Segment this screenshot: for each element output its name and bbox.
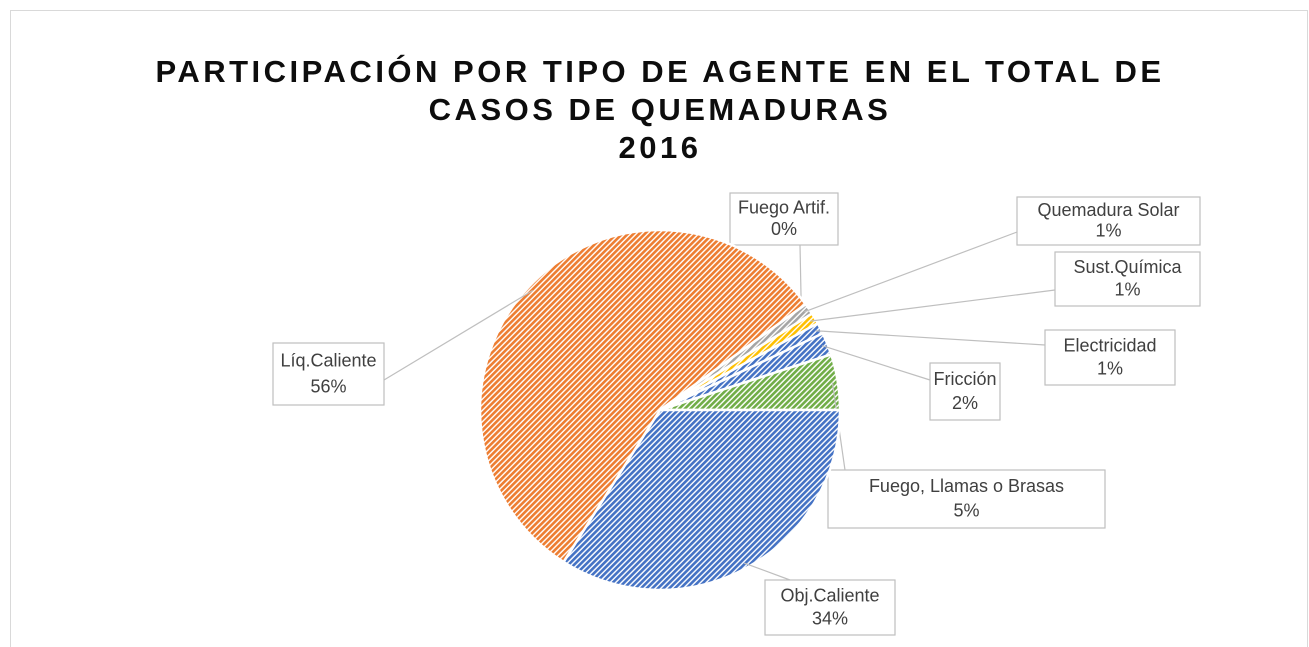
chart-title: CASOS DE QUEMADURAS [429, 92, 892, 127]
value-label: 34% [812, 608, 848, 628]
label-box [764, 579, 896, 636]
label-box [1016, 196, 1201, 246]
value-label: 1% [1097, 358, 1123, 378]
label-box [729, 192, 839, 246]
category-label: Líq.Caliente [280, 350, 376, 370]
leader-line [810, 289, 1056, 322]
category-label: Electricidad [1063, 335, 1156, 355]
category-label: Obj.Caliente [780, 585, 879, 605]
category-label: Quemadura Solar [1037, 200, 1179, 220]
pie-slice [478, 228, 808, 564]
value-label: 1% [1095, 220, 1121, 240]
label-box [827, 469, 1106, 529]
category-label: Fuego, Llamas o Brasas [869, 476, 1064, 496]
label-box [1044, 329, 1176, 386]
label-box [1054, 251, 1201, 307]
value-label: 56% [310, 376, 346, 396]
chart-title: 2016 [619, 130, 702, 165]
value-label: 2% [952, 393, 978, 413]
value-label: 1% [1114, 280, 1140, 300]
category-label: Sust.Química [1073, 257, 1182, 277]
leader-line [383, 289, 534, 381]
label-box [272, 342, 385, 406]
category-label: Fuego Artif. [738, 197, 830, 217]
value-label: 0% [771, 219, 797, 239]
value-label: 5% [953, 501, 979, 521]
leader-line [743, 562, 791, 581]
chart-title: PARTICIPACIÓN POR TIPO DE AGENTE EN EL T… [155, 53, 1164, 89]
category-label: Fricción [933, 369, 996, 389]
leader-line [815, 330, 1046, 346]
label-box [929, 362, 1001, 421]
leader-line [804, 231, 1018, 313]
leader-line [822, 345, 931, 381]
